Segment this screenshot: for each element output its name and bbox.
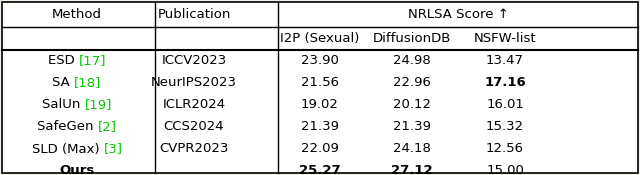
Text: ICLR2024: ICLR2024 <box>163 99 225 111</box>
Text: [19]: [19] <box>84 99 112 111</box>
Text: 19.02: 19.02 <box>301 99 339 111</box>
Text: DiffusionDB: DiffusionDB <box>373 32 451 45</box>
Text: [2]: [2] <box>98 121 117 134</box>
Text: 24.98: 24.98 <box>393 54 431 68</box>
Text: Method: Method <box>52 8 102 21</box>
Text: 15.32: 15.32 <box>486 121 524 134</box>
Text: SA: SA <box>52 76 74 89</box>
Text: 23.90: 23.90 <box>301 54 339 68</box>
Text: ESD: ESD <box>48 54 79 68</box>
Text: 21.39: 21.39 <box>393 121 431 134</box>
Text: 21.39: 21.39 <box>301 121 339 134</box>
Text: 27.12: 27.12 <box>391 164 433 175</box>
Text: I2P (Sexual): I2P (Sexual) <box>280 32 360 45</box>
Text: CVPR2023: CVPR2023 <box>159 142 228 156</box>
Text: 24.18: 24.18 <box>393 142 431 156</box>
Text: SLD (Max): SLD (Max) <box>31 142 104 156</box>
Text: SalUn: SalUn <box>42 99 84 111</box>
Text: 16.01: 16.01 <box>486 99 524 111</box>
Text: NSFW-list: NSFW-list <box>474 32 536 45</box>
Text: [18]: [18] <box>74 76 102 89</box>
Text: SafeGen: SafeGen <box>37 121 98 134</box>
Text: ICCV2023: ICCV2023 <box>161 54 227 68</box>
Text: NRLSA Score ↑: NRLSA Score ↑ <box>408 8 508 21</box>
Text: 17.16: 17.16 <box>484 76 526 89</box>
Text: Publication: Publication <box>157 8 230 21</box>
Text: [3]: [3] <box>104 142 122 156</box>
Text: 21.56: 21.56 <box>301 76 339 89</box>
Text: CCS2024: CCS2024 <box>164 121 224 134</box>
Text: 15.00: 15.00 <box>486 164 524 175</box>
Text: 22.09: 22.09 <box>301 142 339 156</box>
Text: 13.47: 13.47 <box>486 54 524 68</box>
Text: 20.12: 20.12 <box>393 99 431 111</box>
Text: 12.56: 12.56 <box>486 142 524 156</box>
Text: [17]: [17] <box>79 54 106 68</box>
Text: 22.96: 22.96 <box>393 76 431 89</box>
Text: NeurIPS2023: NeurIPS2023 <box>151 76 237 89</box>
Text: 25.27: 25.27 <box>299 164 341 175</box>
Text: Ours: Ours <box>60 164 95 175</box>
